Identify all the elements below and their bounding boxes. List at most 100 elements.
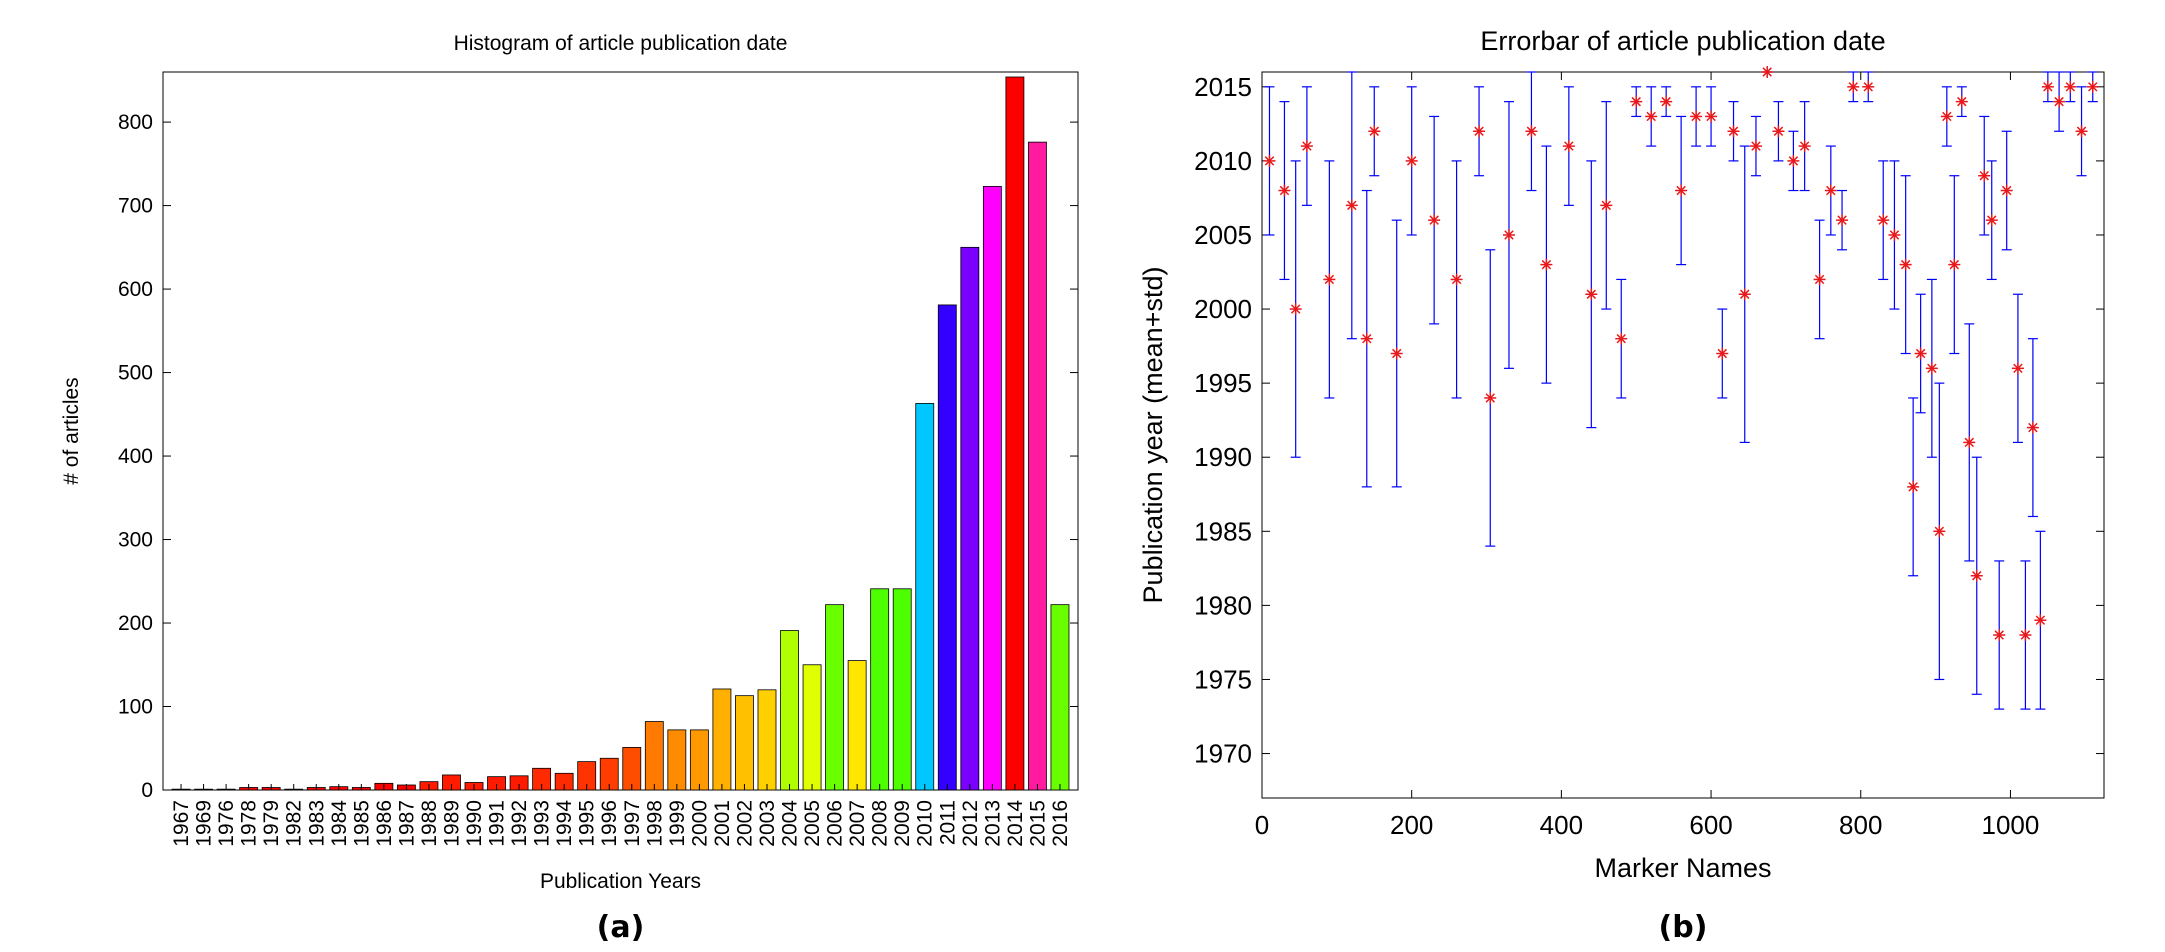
histogram-bar (937, 304, 957, 791)
mean-marker (1787, 154, 1800, 167)
marker-stroke (2043, 82, 2053, 92)
marker-stroke (1949, 259, 1960, 270)
mean-marker (1345, 199, 1358, 212)
mean-marker (1540, 258, 1553, 271)
x-tick-label: 2013 (981, 800, 1004, 847)
marker-stroke (1504, 230, 1514, 240)
y-tick-label: 700 (118, 195, 153, 218)
mean-marker (2053, 95, 2066, 108)
marker-stroke (2013, 363, 2023, 374)
x-tick-label: 1998 (643, 800, 666, 847)
y-tick-label: 1990 (1194, 442, 1252, 472)
marker-stroke (1788, 156, 1799, 166)
histogram-bar (825, 604, 845, 791)
x-tick-label: 2001 (711, 800, 734, 847)
x-tick-label: 0 (1255, 810, 1269, 840)
panel-label-a: (a) (597, 910, 645, 945)
marker-stroke (2028, 422, 2038, 433)
marker-stroke (1324, 274, 1335, 285)
x-tick-label: 1993 (531, 800, 554, 847)
mean-marker (1877, 214, 1890, 227)
x-tick-label: 200 (1390, 810, 1433, 840)
x-tick-label: 1986 (373, 800, 396, 847)
marker-stroke (1751, 141, 1761, 151)
y-tick-label: 1980 (1194, 590, 1252, 620)
marker-stroke (1474, 126, 1484, 136)
marker-stroke (1942, 111, 1952, 122)
marker-stroke (1837, 215, 1847, 225)
marker-stroke (1616, 333, 1626, 344)
mean-marker (1798, 140, 1811, 153)
marker-stroke (1762, 67, 1772, 77)
y-tick-label: 0 (141, 779, 153, 802)
marker-stroke (1863, 82, 1873, 92)
mean-marker (1585, 288, 1598, 301)
x-tick-label: 2007 (846, 800, 869, 847)
x-tick-label: 1982 (283, 800, 306, 847)
x-tick-label: 2000 (688, 800, 711, 847)
mean-marker (1824, 184, 1837, 197)
marker-stroke (1773, 126, 1784, 136)
mean-marker (1600, 199, 1613, 212)
mean-marker (2000, 184, 2013, 197)
marker-stroke (1264, 156, 1275, 166)
y-tick-label: 200 (118, 612, 153, 635)
histogram-bar (892, 588, 912, 791)
mean-marker (1473, 125, 1486, 138)
mean-marker (1368, 125, 1381, 138)
x-tick-label: 1967 (170, 800, 193, 847)
mean-marker (1914, 347, 1927, 360)
marker-stroke (1564, 141, 1574, 151)
mean-marker (1484, 391, 1497, 404)
marker-stroke (1979, 170, 1989, 181)
mean-marker (1993, 629, 2006, 642)
mean-marker (1289, 303, 1302, 316)
mean-marker (1405, 154, 1418, 167)
y-tick-label: 2000 (1194, 294, 1252, 324)
histogram-bar (847, 660, 867, 791)
histogram-bar (915, 403, 935, 791)
mean-marker (1899, 258, 1912, 271)
y-tick-label: 500 (118, 362, 153, 385)
mean-marker (1948, 258, 1961, 271)
marker-stroke (1290, 304, 1301, 314)
mean-marker (1428, 214, 1441, 227)
marker-stroke (1451, 274, 1462, 285)
marker-stroke (1728, 126, 1739, 136)
x-tick-label: 1991 (486, 800, 509, 847)
x-tick-label: 800 (1839, 810, 1882, 840)
x-tick-label: 1988 (418, 800, 441, 847)
histogram-bar (735, 695, 754, 791)
marker-stroke (2065, 82, 2076, 92)
marker-stroke (1586, 289, 1597, 299)
marker-stroke (1279, 185, 1290, 196)
mean-marker (1360, 332, 1373, 345)
histogram-bar (689, 729, 709, 791)
errorbar-plot-area: 1970197519801985199019952000200520102015… (1194, 66, 2105, 840)
x-tick-label: 1995 (576, 800, 599, 847)
histogram-bar (712, 688, 732, 791)
x-tick-label: 1000 (1982, 810, 2040, 840)
errorbar-axes-box (1261, 71, 2105, 799)
x-tick-label: 2010 (914, 800, 937, 847)
marker-stroke (1972, 571, 1982, 581)
histogram-bar (667, 729, 687, 791)
mean-marker (1278, 184, 1291, 197)
marker-stroke (1717, 348, 1728, 359)
y-tick-label: 800 (118, 111, 153, 134)
panel-label-b: (b) (1659, 910, 1708, 945)
x-tick-label: 1990 (463, 800, 486, 847)
x-tick-label: 1999 (666, 800, 689, 847)
histogram-panel: Histogram of article publication date 01… (60, 32, 1079, 945)
mean-marker (1263, 154, 1276, 167)
y-tick-label: 600 (118, 278, 153, 301)
marker-stroke (1814, 274, 1825, 285)
mean-marker (1970, 569, 1983, 582)
marker-stroke (1848, 82, 1859, 92)
mean-marker (1630, 95, 1643, 108)
mean-marker (1390, 347, 1403, 360)
x-tick-label: 1997 (621, 800, 644, 847)
marker-stroke (1631, 96, 1641, 107)
marker-stroke (1934, 526, 1945, 537)
y-tick-label: 1970 (1194, 739, 1252, 769)
